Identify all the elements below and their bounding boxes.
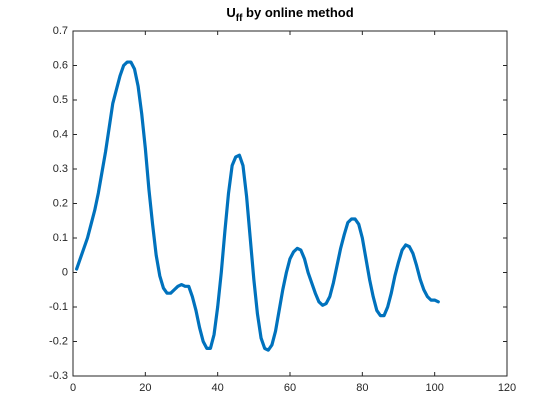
- y-tick-label: 0.1: [53, 232, 68, 244]
- x-tick-label: 100: [425, 382, 443, 394]
- x-tick-label: 0: [70, 382, 76, 394]
- y-tick-label: 0.6: [53, 59, 68, 71]
- title-suffix: by online method: [246, 5, 354, 20]
- y-tick-label: -0.1: [49, 301, 68, 313]
- x-tick-label: 80: [356, 382, 368, 394]
- x-tick-label: 40: [212, 382, 224, 394]
- data-line: [75, 60, 440, 352]
- y-tick-label: 0.5: [53, 94, 68, 106]
- y-tick-label: 0.7: [53, 25, 68, 37]
- title-main: U: [226, 5, 235, 20]
- title-subscript: ff: [236, 13, 243, 24]
- y-tick-label: 0.4: [53, 128, 68, 140]
- y-tick-label: -0.3: [49, 370, 68, 382]
- x-tick-label: 60: [284, 382, 296, 394]
- y-tick-label: -0.2: [49, 335, 68, 347]
- y-tick-label: 0: [62, 266, 68, 278]
- y-tick-label: 0.3: [53, 163, 68, 175]
- y-tick-label: 0.2: [53, 197, 68, 209]
- x-tick-label: 20: [139, 382, 151, 394]
- chart-title: Uff by online method: [226, 5, 353, 23]
- x-tick-label: 120: [498, 382, 516, 394]
